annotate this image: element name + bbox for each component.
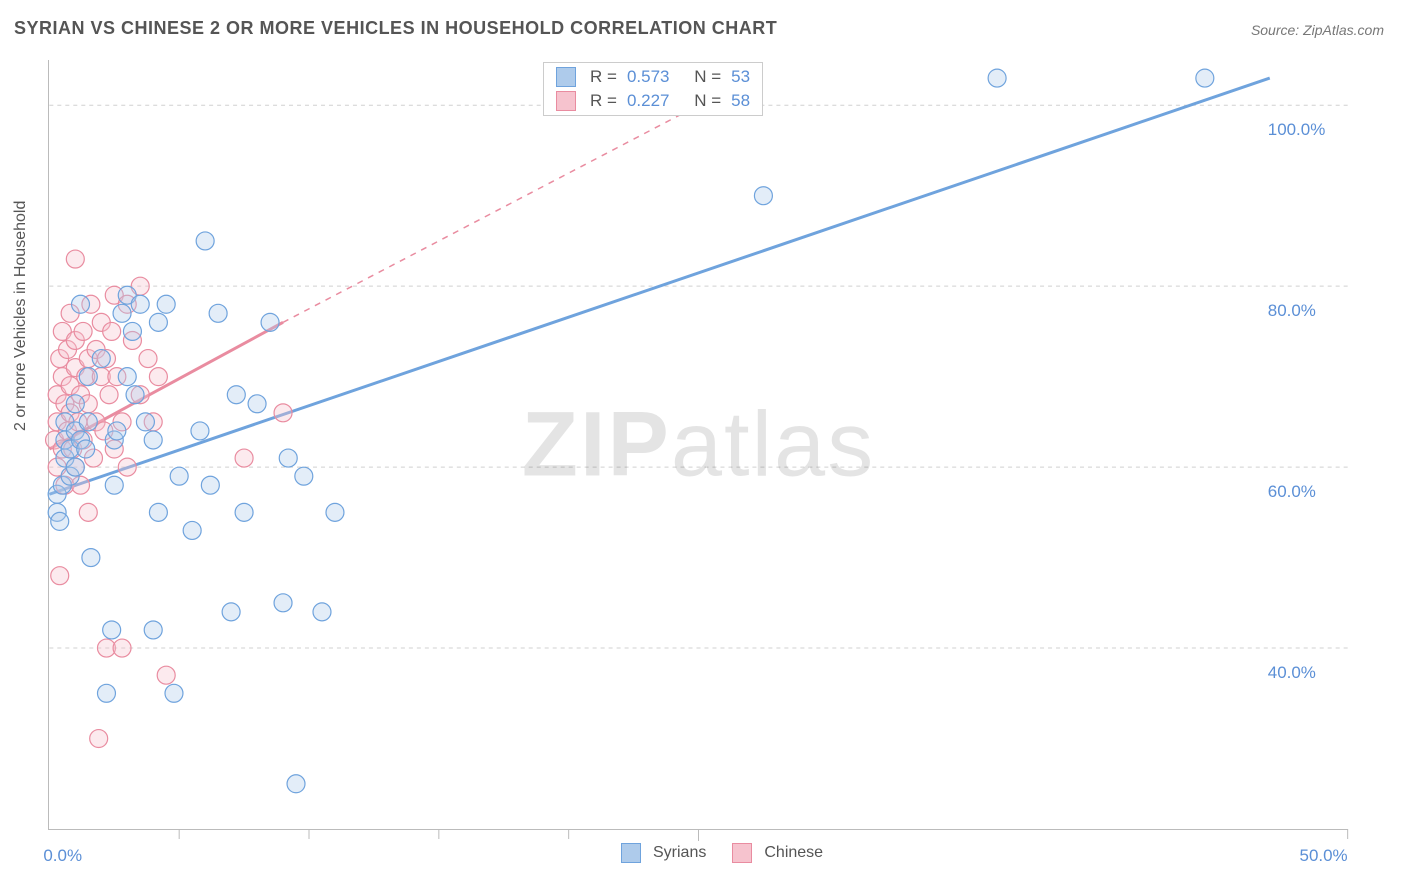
legend: Syrians Chinese (621, 843, 823, 863)
svg-text:60.0%: 60.0% (1268, 482, 1316, 501)
swatch-chinese-icon (556, 91, 576, 111)
swatch-syrians-icon (556, 67, 576, 87)
stats-r-label: R = (590, 91, 617, 111)
chart-plot-area: 40.0%60.0%80.0%100.0%0.0%50.0% R = 0.573… (48, 60, 1348, 830)
stats-r-value: 0.573 (627, 67, 670, 87)
svg-text:100.0%: 100.0% (1268, 120, 1326, 139)
stats-n-value: 58 (731, 91, 750, 111)
legend-label: Chinese (764, 844, 823, 862)
chart-svg: 40.0%60.0%80.0%100.0%0.0%50.0% (49, 60, 1348, 829)
legend-item-syrians: Syrians (621, 843, 706, 863)
source-label: Source: ZipAtlas.com (1251, 22, 1384, 38)
stats-n-value: 53 (731, 67, 750, 87)
swatch-chinese-icon (732, 843, 752, 863)
legend-label: Syrians (653, 844, 706, 862)
stats-row-syrians: R = 0.573 N = 53 (554, 65, 752, 89)
chart-title: SYRIAN VS CHINESE 2 OR MORE VEHICLES IN … (14, 18, 777, 39)
stats-row-chinese: R = 0.227 N = 58 (554, 89, 752, 113)
svg-text:80.0%: 80.0% (1268, 301, 1316, 320)
swatch-syrians-icon (621, 843, 641, 863)
y-axis-label: 2 or more Vehicles in Household (12, 201, 30, 431)
svg-text:40.0%: 40.0% (1268, 663, 1316, 682)
stats-r-value: 0.227 (627, 91, 670, 111)
stats-r-label: R = (590, 67, 617, 87)
stats-n-label: N = (694, 91, 721, 111)
svg-text:50.0%: 50.0% (1300, 846, 1348, 865)
legend-item-chinese: Chinese (732, 843, 823, 863)
stats-n-label: N = (694, 67, 721, 87)
svg-text:0.0%: 0.0% (43, 846, 82, 865)
correlation-stats-box: R = 0.573 N = 53 R = 0.227 N = 58 (543, 62, 763, 116)
